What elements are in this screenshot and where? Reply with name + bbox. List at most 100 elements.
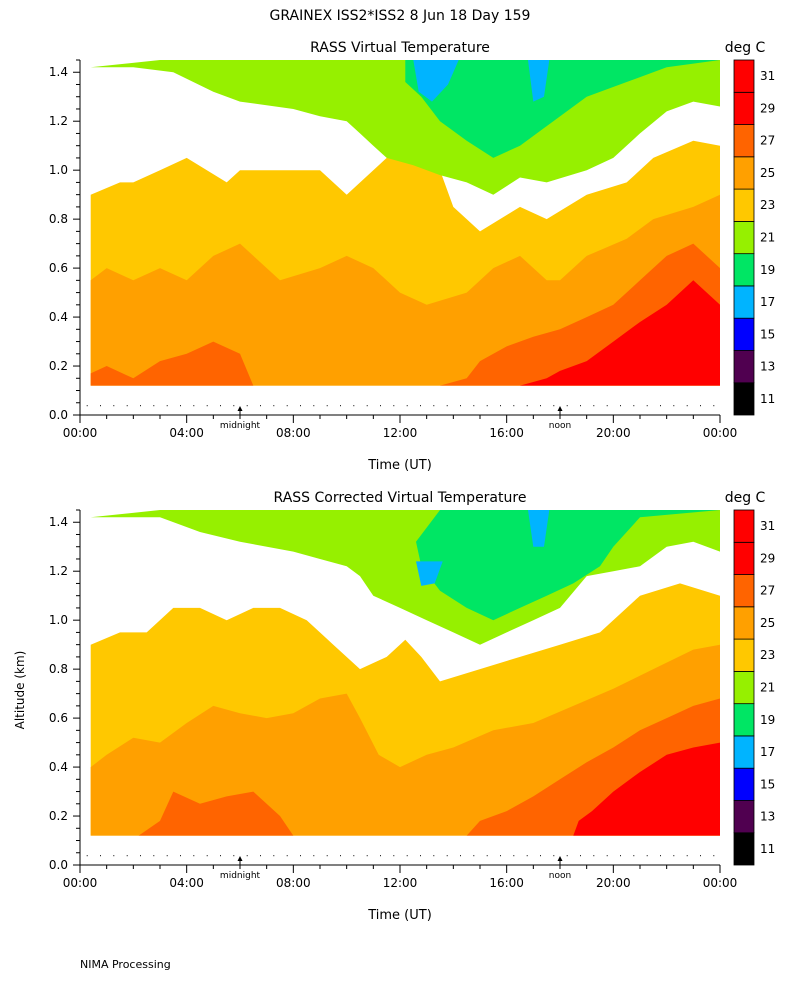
- sample-dot: [180, 855, 181, 857]
- x-tick-label: 04:00: [169, 426, 204, 440]
- sample-dot: [300, 405, 301, 407]
- sample-dot: [246, 855, 248, 857]
- colorbar-label: 11: [760, 842, 775, 856]
- contour-band-17c: [413, 60, 459, 102]
- sample-dot: [220, 855, 221, 857]
- colorbar-swatch-13: [733, 800, 755, 834]
- x-tick-label: 16:00: [489, 426, 524, 440]
- sample-dot: [206, 855, 208, 857]
- sample-dot: [660, 405, 661, 407]
- sample-dot: [513, 855, 515, 857]
- marker-midnight-label: midnight: [220, 421, 261, 431]
- sample-dot: [393, 855, 395, 857]
- colorbar-swatch-19: [733, 703, 755, 737]
- colorbar-label: 27: [760, 134, 775, 148]
- sample-dot: [580, 855, 581, 857]
- sample-dot: [286, 405, 288, 407]
- y-tick-label: 1.2: [49, 564, 68, 578]
- colorbar-swatch-31: [733, 509, 755, 543]
- marker-midnight-label: midnight: [220, 871, 261, 881]
- sample-dot: [446, 405, 448, 407]
- sample-dot: [140, 855, 141, 857]
- colorbar-swatch-19: [733, 253, 755, 287]
- sample-dot: [713, 855, 715, 857]
- sample-dot: [366, 855, 368, 857]
- colorbar-swatch-17: [733, 735, 755, 769]
- colorbar-label: 31: [760, 69, 775, 83]
- sample-dot: [326, 855, 328, 857]
- contour-band-19c: [416, 510, 720, 621]
- marker-midnight-arrow-icon: [237, 856, 243, 861]
- colorbar-swatch-15: [733, 317, 755, 351]
- panel-rass-virtual-temperature: RASS Virtual Temperature deg C Time (UT)…: [49, 40, 775, 473]
- sample-dot: [286, 855, 288, 857]
- sample-dot: [326, 405, 328, 407]
- colorbar-label: 13: [760, 360, 775, 374]
- sample-dot: [686, 405, 688, 407]
- sample-dot: [153, 405, 155, 407]
- colorbar-label: 17: [760, 295, 775, 309]
- figure-title: GRAINEX ISS2*ISS2 8 Jun 18 Day 159: [270, 8, 531, 24]
- sample-dot: [193, 405, 195, 407]
- sample-dot: [540, 855, 541, 857]
- sample-dot: [180, 405, 181, 407]
- x-tick-label: 00:00: [63, 426, 98, 440]
- colorbar-swatch-27: [733, 124, 755, 158]
- colorbar-label: 23: [760, 648, 775, 662]
- colorbar-label: 19: [760, 263, 775, 277]
- x-tick-label: 08:00: [276, 426, 311, 440]
- y-tick-label: 1.0: [49, 613, 68, 627]
- colorbar-swatch-11: [733, 832, 755, 866]
- sample-dot: [233, 855, 235, 857]
- y-tick-label: 0.0: [49, 408, 68, 422]
- sample-dot: [460, 405, 461, 407]
- footer-note: NIMA Processing: [80, 958, 171, 971]
- sample-dot: [620, 405, 621, 407]
- colorbar-swatch-17: [733, 285, 755, 319]
- colorbar-swatch-15: [733, 767, 755, 801]
- marker-noon-arrow-icon: [557, 406, 563, 411]
- contour-band-29c: [520, 280, 720, 386]
- sample-dot: [433, 855, 435, 857]
- x-tick-label: 08:00: [276, 876, 311, 890]
- marker-noon-label: noon: [549, 871, 571, 881]
- colorbar-label: 11: [760, 392, 775, 406]
- panel-title: RASS Virtual Temperature: [310, 40, 490, 56]
- y-tick-label: 0.8: [49, 662, 68, 676]
- contour-band-17c: [528, 510, 550, 547]
- sample-dot: [206, 405, 208, 407]
- colorbar-label: 29: [760, 551, 775, 565]
- sample-dot: [566, 855, 568, 857]
- x-tick-label: 16:00: [489, 876, 524, 890]
- sample-dot: [220, 405, 221, 407]
- sample-dot: [313, 405, 315, 407]
- y-tick-label: 0.8: [49, 212, 68, 226]
- colorbar-label: 15: [760, 777, 775, 791]
- x-axis-label: Time (UT): [367, 908, 432, 923]
- sample-dot: [646, 405, 648, 407]
- sample-dot: [473, 855, 475, 857]
- sample-dot: [646, 855, 648, 857]
- x-tick-label: 20:00: [596, 876, 631, 890]
- colorbar-swatch-27: [733, 574, 755, 608]
- sample-dot: [673, 855, 675, 857]
- y-axis-label: Altitude (km): [13, 651, 27, 730]
- sample-dot: [193, 855, 195, 857]
- sample-dot: [233, 405, 235, 407]
- y-tick-label: 0.0: [49, 858, 68, 872]
- y-tick-label: 0.2: [49, 809, 68, 823]
- panel-title: RASS Corrected Virtual Temperature: [274, 490, 527, 506]
- colorbar-swatch-23: [733, 638, 755, 672]
- colorbar-swatch-11: [733, 382, 755, 416]
- x-tick-label: 00:00: [703, 876, 738, 890]
- colorbar-label: 25: [760, 616, 775, 630]
- marker-noon-label: noon: [549, 421, 571, 431]
- sample-dot: [353, 405, 355, 407]
- sample-dot: [86, 405, 88, 407]
- x-tick-label: 00:00: [63, 876, 98, 890]
- colorbar-swatch-21: [733, 671, 755, 705]
- sample-dot: [366, 405, 368, 407]
- colorbar-label: 21: [760, 681, 775, 695]
- sample-dot: [260, 405, 261, 407]
- sample-dot: [526, 855, 528, 857]
